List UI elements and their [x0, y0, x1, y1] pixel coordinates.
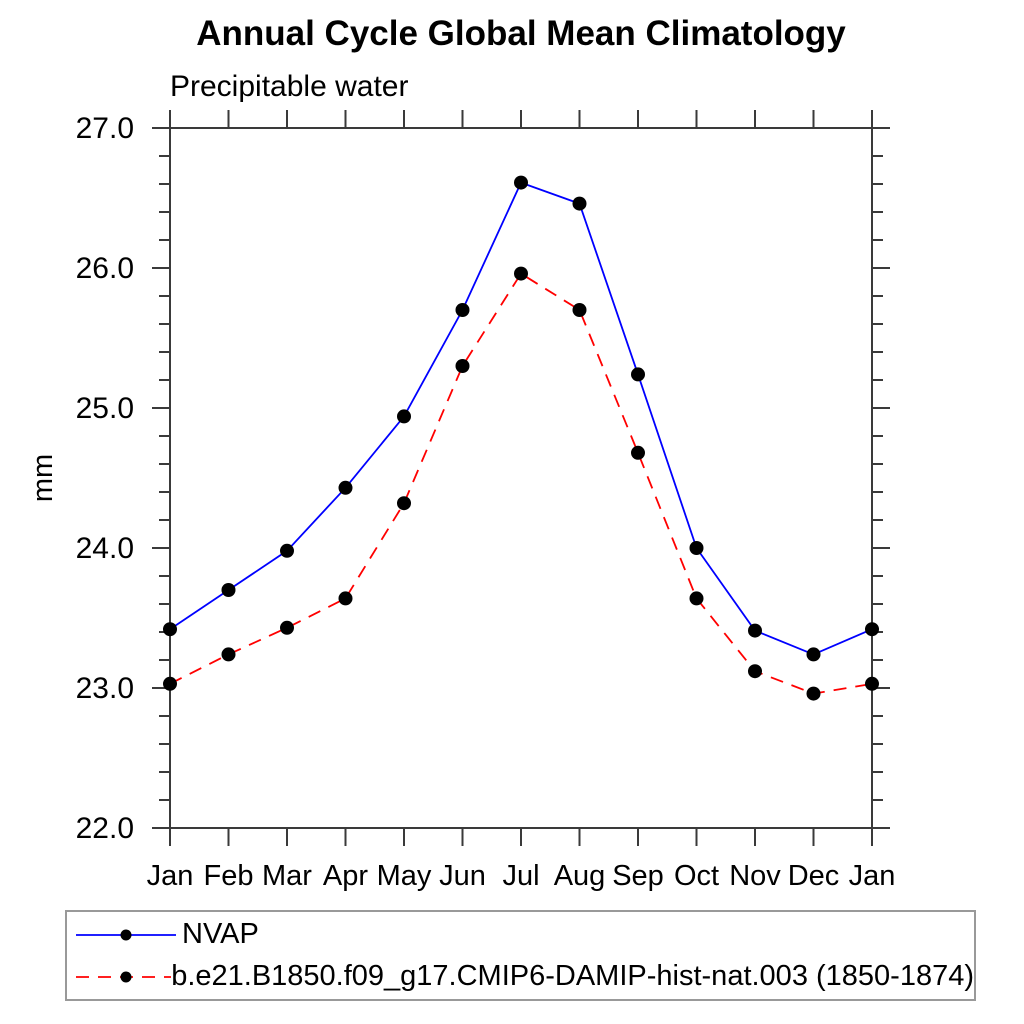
- data-point-model: [397, 496, 411, 511]
- y-tick-label: 27.0: [76, 112, 134, 145]
- legend-sample-marker: [120, 929, 132, 940]
- x-tick-label: Dec: [788, 860, 840, 892]
- data-point-nvap: [572, 196, 587, 211]
- x-tick-label: Jan: [849, 860, 896, 892]
- x-tick-label: May: [377, 860, 432, 892]
- y-tick-label: 23.0: [76, 672, 134, 705]
- y-tick-label: 25.0: [76, 392, 134, 425]
- data-point-model: [455, 359, 470, 373]
- legend-label-nvap: NVAP: [182, 918, 259, 950]
- data-point-nvap: [865, 622, 879, 637]
- data-point-nvap: [455, 303, 470, 317]
- legend: NVAP b.e21.B1850.f09_g17.CMIP6-DAMIP-his…: [65, 910, 976, 1001]
- legend-sample-marker: [120, 971, 132, 982]
- data-point-nvap: [514, 175, 528, 190]
- series-line-nvap: [169, 181, 873, 656]
- data-point-model: [514, 266, 528, 281]
- x-tick-label: Feb: [204, 860, 254, 892]
- x-tick-label: Jan: [147, 860, 194, 892]
- y-tick-label: 26.0: [76, 252, 134, 285]
- chart-title: Annual Cycle Global Mean Climatology: [196, 14, 846, 53]
- series-line-model: [169, 272, 873, 695]
- chart-subtitle: Precipitable water: [170, 70, 409, 103]
- x-tick-label: Jul: [502, 860, 539, 892]
- y-tick-label: 22.0: [76, 812, 134, 845]
- data-point-nvap: [221, 583, 236, 597]
- legend-item-nvap: NVAP: [74, 914, 974, 956]
- data-point-nvap: [280, 543, 294, 558]
- legend-label-model: b.e21.B1850.f09_g17.CMIP6-DAMIP-hist-nat…: [171, 960, 974, 992]
- data-point-nvap: [163, 622, 177, 637]
- data-point-nvap: [806, 647, 821, 662]
- data-point-model: [689, 591, 704, 606]
- data-point-model: [865, 676, 879, 691]
- x-tick-label: Oct: [674, 860, 719, 892]
- legend-item-model: b.e21.B1850.f09_g17.CMIP6-DAMIP-hist-nat…: [74, 956, 974, 998]
- data-point-nvap: [689, 541, 704, 555]
- data-point-model: [748, 664, 762, 679]
- data-point-model: [338, 591, 353, 606]
- data-point-model: [221, 647, 236, 662]
- x-tick-label: Jun: [439, 860, 486, 892]
- y-tick-label: 24.0: [76, 532, 134, 565]
- data-point-nvap: [338, 480, 353, 495]
- data-point-nvap: [631, 367, 645, 382]
- x-tick-label: Aug: [554, 860, 606, 892]
- x-tick-label: Sep: [612, 860, 664, 892]
- data-point-model: [163, 676, 177, 691]
- data-point-nvap: [748, 623, 762, 638]
- x-tick-label: Apr: [323, 860, 368, 892]
- data-point-nvap: [397, 409, 411, 424]
- data-point-model: [572, 303, 587, 317]
- plot-frame: [169, 127, 873, 829]
- legend-line-sample-nvap: [76, 929, 176, 940]
- data-point-model: [806, 686, 821, 701]
- x-tick-label: Mar: [262, 860, 312, 892]
- legend-line-sample-model: [76, 971, 172, 982]
- data-point-model: [631, 445, 645, 460]
- y-axis-title: mm: [27, 454, 59, 502]
- x-tick-label: Nov: [729, 860, 781, 892]
- data-point-model: [280, 620, 294, 635]
